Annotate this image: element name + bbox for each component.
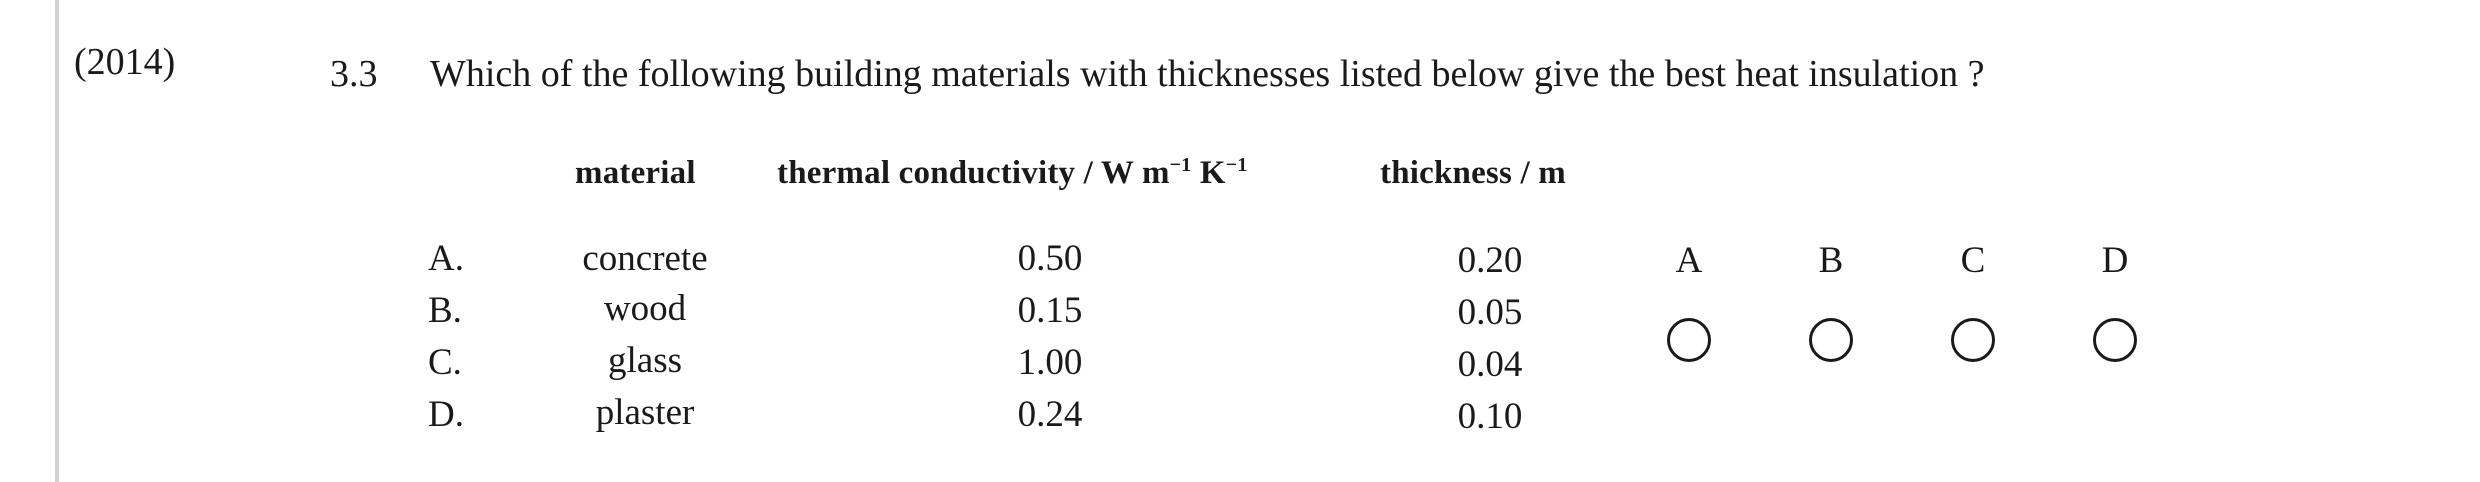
cell-material: glass: [608, 340, 682, 381]
header-thickness: thickness / m: [1380, 155, 1566, 191]
row-label: D.: [428, 394, 464, 435]
cell-thickness: 0.04: [1457, 344, 1523, 385]
question-number: 3.3: [330, 53, 378, 95]
cell-conductivity: 0.15: [1017, 290, 1083, 331]
header-conductivity-exp1: −1: [1169, 154, 1192, 176]
cell-material: plaster: [595, 392, 695, 433]
header-conductivity-text: thermal conductivity / W m: [777, 155, 1170, 191]
left-margin-rule: [55, 0, 59, 482]
header-conductivity-unit: K: [1191, 155, 1226, 191]
option-radio-c[interactable]: [1951, 318, 1995, 362]
header-material: material: [575, 155, 696, 191]
option-radio-a[interactable]: [1667, 318, 1711, 362]
cell-conductivity: 0.50: [1017, 238, 1083, 279]
cell-thickness: 0.10: [1457, 396, 1523, 437]
option-radio-d[interactable]: [2093, 318, 2137, 362]
cell-conductivity: 0.24: [1017, 394, 1083, 435]
option-letter-a: A: [1675, 240, 1703, 281]
cell-material: wood: [603, 288, 687, 329]
cell-material: concrete: [582, 238, 708, 279]
cell-conductivity: 1.00: [1017, 342, 1083, 383]
cell-thickness: 0.20: [1457, 240, 1523, 281]
option-letter-c: C: [1960, 240, 1986, 281]
option-radio-b[interactable]: [1809, 318, 1853, 362]
row-label: C.: [428, 342, 462, 383]
header-conductivity-exp2: −1: [1225, 154, 1248, 176]
header-thermal-conductivity: thermal conductivity / W m−1 K−1: [777, 152, 1248, 194]
row-label: B.: [428, 290, 462, 331]
cell-thickness: 0.05: [1457, 292, 1523, 333]
option-letter-d: D: [2101, 240, 2129, 281]
year-label: (2014): [74, 41, 176, 83]
option-letter-b: B: [1818, 240, 1844, 281]
question-text: Which of the following building material…: [430, 53, 1985, 95]
row-label: A.: [428, 238, 464, 279]
